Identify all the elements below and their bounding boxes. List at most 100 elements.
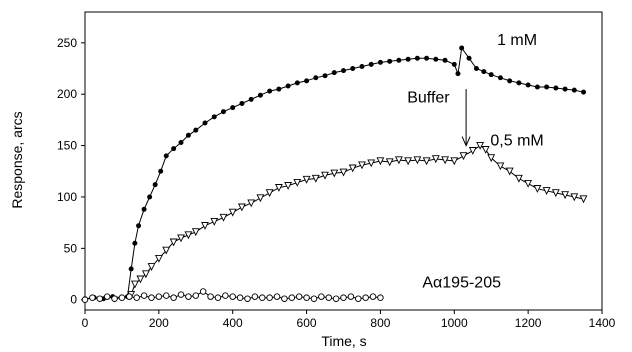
data-point bbox=[236, 294, 244, 301]
y-axis-title: Response, arcs bbox=[9, 111, 25, 208]
data-point bbox=[154, 254, 163, 263]
data-point bbox=[193, 127, 199, 133]
data-point bbox=[514, 174, 523, 183]
data-point bbox=[202, 120, 208, 126]
data-point bbox=[339, 168, 348, 177]
data-point bbox=[551, 189, 560, 198]
data-point bbox=[177, 234, 185, 243]
data-point bbox=[220, 109, 226, 115]
data-point bbox=[147, 263, 156, 272]
data-point bbox=[330, 169, 339, 178]
axes: 0 200 400 600 800 1000 1200 1400 0 50 100 150 200 250 bbox=[57, 11, 616, 330]
data-point bbox=[525, 82, 531, 88]
data-point bbox=[81, 296, 89, 303]
data-point bbox=[377, 59, 383, 65]
data-point bbox=[581, 89, 587, 95]
data-point bbox=[405, 56, 411, 62]
data-point bbox=[387, 58, 393, 64]
y-tick-label: 100 bbox=[57, 190, 77, 204]
data-point bbox=[274, 184, 283, 192]
data-point bbox=[579, 195, 588, 204]
data-point bbox=[350, 66, 356, 72]
data-point bbox=[404, 157, 413, 166]
data-point bbox=[251, 293, 259, 300]
data-point bbox=[505, 167, 514, 176]
data-point bbox=[396, 57, 402, 63]
data-point bbox=[322, 73, 328, 79]
data-point bbox=[368, 61, 374, 67]
data-point bbox=[459, 45, 465, 51]
x-tick-label: 0 bbox=[82, 316, 89, 330]
data-point bbox=[191, 228, 200, 237]
data-point bbox=[413, 156, 422, 165]
data-point bbox=[455, 71, 461, 77]
data-point bbox=[488, 72, 494, 78]
data-point bbox=[192, 292, 200, 299]
y-tick-label: 250 bbox=[57, 36, 77, 50]
data-point bbox=[288, 294, 296, 301]
data-point bbox=[222, 292, 229, 299]
x-axis-title: Time, s bbox=[321, 333, 366, 349]
data-point bbox=[422, 157, 431, 166]
data-point bbox=[524, 179, 533, 188]
data-point bbox=[141, 270, 150, 279]
data-point bbox=[310, 295, 318, 302]
data-point bbox=[431, 155, 440, 164]
data-point bbox=[497, 75, 503, 81]
data-point bbox=[148, 294, 155, 301]
series-filled-circle bbox=[82, 45, 587, 302]
data-point bbox=[295, 293, 303, 300]
data-point bbox=[433, 56, 439, 62]
y-tick-label: 150 bbox=[57, 139, 77, 153]
data-point bbox=[304, 78, 310, 84]
data-point bbox=[414, 55, 420, 61]
data-point bbox=[466, 55, 472, 61]
data-point bbox=[89, 294, 96, 301]
data-point bbox=[284, 182, 293, 190]
data-point bbox=[542, 187, 551, 196]
data-point bbox=[561, 191, 570, 200]
data-point bbox=[507, 78, 513, 84]
data-point bbox=[248, 96, 254, 102]
data-point bbox=[211, 114, 217, 120]
data-point bbox=[214, 294, 222, 301]
series-line bbox=[130, 144, 584, 295]
data-point bbox=[237, 203, 246, 212]
data-point bbox=[256, 194, 265, 203]
data-point bbox=[265, 189, 274, 198]
data-point bbox=[162, 292, 170, 299]
data-point bbox=[293, 178, 302, 187]
data-point bbox=[185, 293, 192, 300]
y-tick-label: 200 bbox=[57, 87, 77, 101]
data-point bbox=[126, 293, 133, 300]
data-point bbox=[450, 157, 459, 166]
data-point bbox=[285, 83, 291, 89]
x-tick-label: 600 bbox=[297, 316, 317, 330]
data-point bbox=[184, 231, 193, 240]
y-tick-label: 50 bbox=[64, 241, 78, 255]
data-point bbox=[318, 293, 325, 300]
data-point bbox=[302, 175, 311, 184]
data-point bbox=[141, 206, 147, 212]
data-point bbox=[239, 100, 245, 106]
data-point bbox=[311, 174, 320, 183]
data-point bbox=[331, 70, 337, 76]
data-point bbox=[571, 87, 577, 93]
annotations: 1 mM Buffer 0,5 mM Aα195-205 bbox=[407, 32, 544, 292]
data-point bbox=[273, 293, 281, 300]
data-point bbox=[325, 294, 332, 301]
data-point bbox=[228, 208, 237, 217]
data-point bbox=[303, 294, 310, 301]
data-point bbox=[281, 295, 288, 302]
data-point bbox=[229, 293, 236, 300]
data-point bbox=[441, 156, 450, 165]
data-point bbox=[533, 185, 542, 193]
y-tick-label: 0 bbox=[70, 293, 77, 307]
data-point bbox=[118, 294, 126, 301]
data-point bbox=[359, 63, 365, 69]
data-point bbox=[158, 168, 164, 174]
data-point bbox=[267, 88, 273, 94]
data-point bbox=[570, 193, 579, 202]
data-point bbox=[516, 80, 522, 86]
data-point bbox=[199, 288, 207, 295]
